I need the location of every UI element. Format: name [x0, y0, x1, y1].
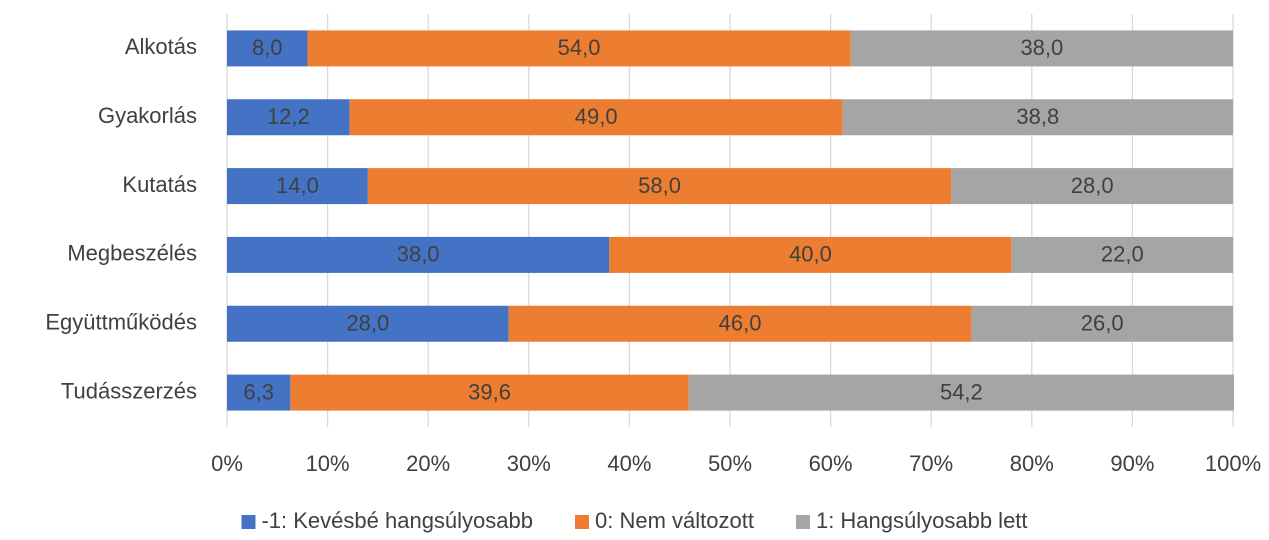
bar-segment: [609, 236, 1012, 273]
data-label: 38,0: [1020, 35, 1063, 60]
data-label: 28,0: [1071, 173, 1114, 198]
x-tick-label: 0%: [211, 451, 243, 476]
x-tick-label: 100%: [1205, 451, 1261, 476]
bar-segment: [227, 305, 509, 342]
data-label: 49,0: [575, 104, 618, 129]
bar-segment: [227, 99, 350, 136]
y-tick-label: Megbeszélés: [67, 241, 197, 266]
legend-swatch: [241, 515, 256, 529]
y-tick-label: Kutatás: [122, 172, 197, 197]
data-label: 22,0: [1101, 242, 1144, 267]
legend-label: -1: Kevésbé hangsúlyosabb: [261, 508, 533, 533]
x-tick-label: 50%: [708, 451, 752, 476]
bar-segment: [842, 99, 1233, 136]
bar-segment: [508, 305, 972, 342]
data-label: 46,0: [719, 311, 762, 336]
legend-swatch: [575, 515, 589, 529]
bar-segment: [227, 168, 368, 205]
bar-segment: [951, 168, 1233, 205]
data-label: 58,0: [638, 173, 681, 198]
y-tick-label: Tudásszerzés: [61, 378, 197, 403]
bar-segment: [367, 168, 952, 205]
data-label: 54,0: [558, 35, 601, 60]
data-label: 6,3: [243, 379, 274, 404]
bar-segment: [227, 374, 291, 411]
bar-segment: [290, 374, 689, 411]
legend-label: 0: Nem változott: [595, 508, 754, 533]
x-tick-label: 30%: [507, 451, 551, 476]
bar-segment: [307, 30, 851, 67]
data-label: 26,0: [1081, 311, 1124, 336]
data-label: 38,0: [397, 242, 440, 267]
bar-segment: [349, 99, 843, 136]
legend-swatch: [795, 515, 810, 529]
x-tick-label: 70%: [909, 451, 953, 476]
y-tick-label: Gyakorlás: [98, 103, 197, 128]
data-label: 28,0: [346, 311, 389, 336]
bar-segment: [688, 374, 1235, 411]
bar-segment: [1011, 236, 1233, 273]
bar-segment: [971, 305, 1233, 342]
data-label: 38,8: [1016, 104, 1059, 129]
x-tick-label: 60%: [809, 451, 853, 476]
bar-segment: [227, 30, 308, 67]
x-tick-label: 90%: [1110, 451, 1154, 476]
data-label: 39,6: [468, 379, 511, 404]
legend: -1: Kevésbé hangsúlyosabb 0: Nem változot…: [241, 508, 1028, 533]
y-tick-label: Alkotás: [125, 34, 197, 59]
legend-label: 1: Hangsúlyosabb lett: [816, 508, 1028, 533]
bar-segment: [850, 30, 1233, 67]
bar-segment: [227, 236, 610, 273]
data-label: 14,0: [276, 173, 319, 198]
x-tick-label: 10%: [306, 451, 350, 476]
x-tick-label: 40%: [607, 451, 651, 476]
data-label: 40,0: [789, 242, 832, 267]
x-tick-label: 20%: [406, 451, 450, 476]
y-tick-label: Együttműködés: [45, 310, 197, 335]
x-tick-label: 80%: [1010, 451, 1054, 476]
data-label: 8,0: [252, 35, 283, 60]
data-label: 54,2: [940, 379, 983, 404]
data-label: 12,2: [267, 104, 310, 129]
